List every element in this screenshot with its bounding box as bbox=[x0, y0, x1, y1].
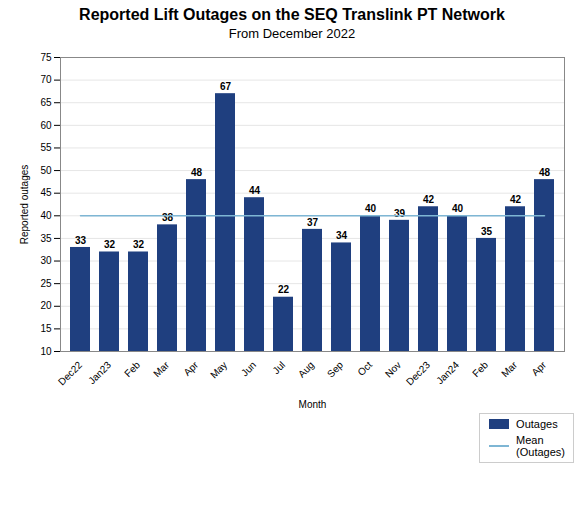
html-text:Outages: Outages bbox=[516, 418, 558, 430]
svg-text:67: 67 bbox=[220, 81, 232, 92]
svg-text:55: 55 bbox=[40, 142, 52, 153]
svg-text:38: 38 bbox=[162, 212, 174, 223]
svg-text:Aug: Aug bbox=[296, 359, 316, 379]
svg-text:20: 20 bbox=[40, 300, 52, 311]
svg-text:Jun: Jun bbox=[239, 359, 258, 378]
svg-text:34: 34 bbox=[336, 230, 348, 241]
svg-text:15: 15 bbox=[40, 323, 52, 334]
html-text:Mean (Outages): Mean (Outages) bbox=[516, 434, 565, 458]
svg-text:Mar: Mar bbox=[151, 359, 171, 379]
svg-text:May: May bbox=[208, 359, 229, 380]
svg-text:Jan24: Jan24 bbox=[434, 359, 461, 386]
svg-text:39: 39 bbox=[394, 208, 406, 219]
svg-text:Dec22: Dec22 bbox=[56, 359, 85, 388]
svg-text:70: 70 bbox=[40, 74, 52, 85]
svg-text:Nov: Nov bbox=[383, 359, 403, 379]
svg-text:Oct: Oct bbox=[355, 359, 374, 378]
svg-text:22: 22 bbox=[278, 284, 290, 295]
svg-text:Sep: Sep bbox=[325, 359, 346, 380]
svg-text:33: 33 bbox=[75, 235, 87, 246]
svg-text:75: 75 bbox=[40, 52, 52, 63]
svg-text:Reported outages: Reported outages bbox=[19, 165, 30, 245]
html-text:From December 2022: From December 2022 bbox=[228, 26, 356, 41]
svg-text:45: 45 bbox=[40, 187, 52, 198]
svg-text:42: 42 bbox=[510, 194, 522, 205]
svg-text:35: 35 bbox=[40, 233, 52, 244]
svg-text:Apr: Apr bbox=[529, 359, 548, 378]
svg-text:48: 48 bbox=[191, 167, 203, 178]
svg-text:Month: Month bbox=[299, 399, 327, 410]
svg-text:30: 30 bbox=[40, 255, 52, 266]
svg-text:Jan23: Jan23 bbox=[86, 359, 113, 386]
html-text:Reported Lift Outages on the S: Reported Lift Outages on the SEQ Transli… bbox=[79, 6, 505, 23]
svg-text:40: 40 bbox=[40, 210, 52, 221]
svg-text:60: 60 bbox=[40, 120, 52, 131]
svg-text:35: 35 bbox=[481, 226, 493, 237]
svg-text:65: 65 bbox=[40, 97, 52, 108]
svg-text:40: 40 bbox=[452, 203, 464, 214]
svg-text:10: 10 bbox=[40, 346, 52, 357]
svg-text:Jul: Jul bbox=[270, 359, 287, 376]
svg-text:44: 44 bbox=[249, 185, 261, 196]
svg-text:42: 42 bbox=[423, 194, 435, 205]
svg-text:32: 32 bbox=[133, 239, 145, 250]
svg-text:50: 50 bbox=[40, 165, 52, 176]
svg-text:Mar: Mar bbox=[499, 359, 519, 379]
svg-text:Feb: Feb bbox=[470, 359, 490, 379]
svg-text:Dec23: Dec23 bbox=[404, 359, 433, 388]
svg-text:48: 48 bbox=[539, 167, 551, 178]
svg-text:Feb: Feb bbox=[122, 359, 142, 379]
svg-text:Apr: Apr bbox=[181, 359, 200, 378]
svg-text:37: 37 bbox=[307, 217, 319, 228]
svg-text:25: 25 bbox=[40, 278, 52, 289]
svg-text:40: 40 bbox=[365, 203, 377, 214]
svg-text:32: 32 bbox=[104, 239, 116, 250]
